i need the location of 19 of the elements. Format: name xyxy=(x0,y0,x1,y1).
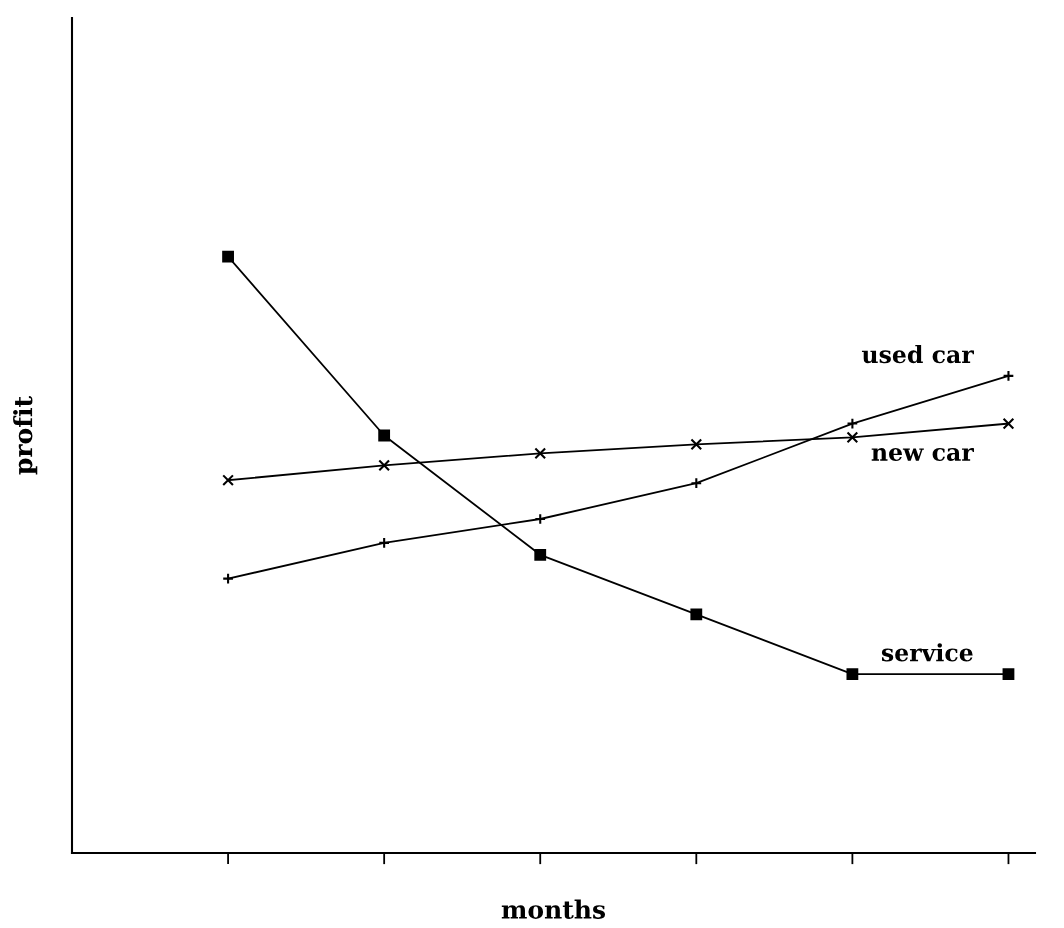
point xyxy=(846,431,859,444)
point xyxy=(222,250,234,263)
point xyxy=(1002,668,1015,680)
point xyxy=(534,548,547,561)
point xyxy=(222,572,234,585)
point xyxy=(690,608,703,621)
series-label: service xyxy=(881,643,973,662)
point xyxy=(1002,417,1015,430)
point xyxy=(690,438,703,451)
point xyxy=(534,447,547,460)
point xyxy=(846,417,859,430)
point xyxy=(222,474,234,487)
point xyxy=(846,668,859,680)
series-label: used car xyxy=(861,344,974,364)
point xyxy=(378,429,391,442)
series-label: new car xyxy=(871,448,974,461)
y-axis-title: profit xyxy=(13,396,38,475)
x-axis-title: months xyxy=(501,899,606,919)
point xyxy=(378,459,391,472)
